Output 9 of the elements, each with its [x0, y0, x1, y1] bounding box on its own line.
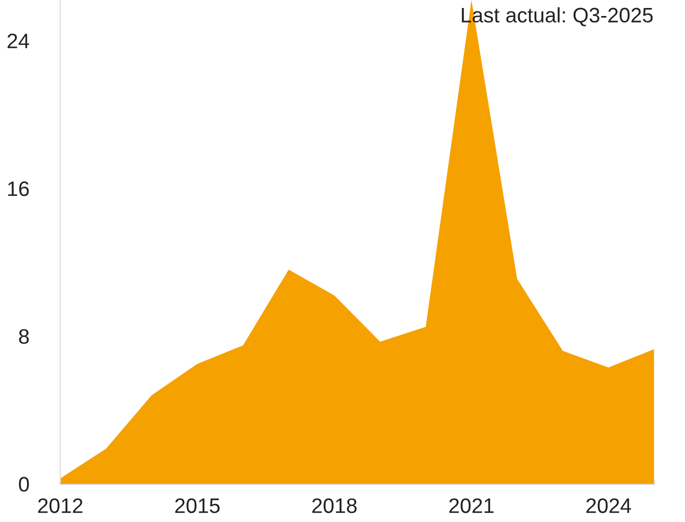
x-tick-label: 2024 [586, 498, 632, 514]
y-tick-label: 0 [18, 476, 29, 492]
y-tick-label: 16 [8, 181, 29, 196]
x-tick-label: 2021 [449, 498, 494, 514]
x-tick-label: 2018 [312, 498, 357, 514]
x-tick-label: 2012 [38, 498, 82, 514]
x-tick-label: 2015 [175, 498, 220, 514]
y-tick-label: 24 [8, 34, 30, 48]
y-tick-label: 8 [19, 329, 29, 344]
